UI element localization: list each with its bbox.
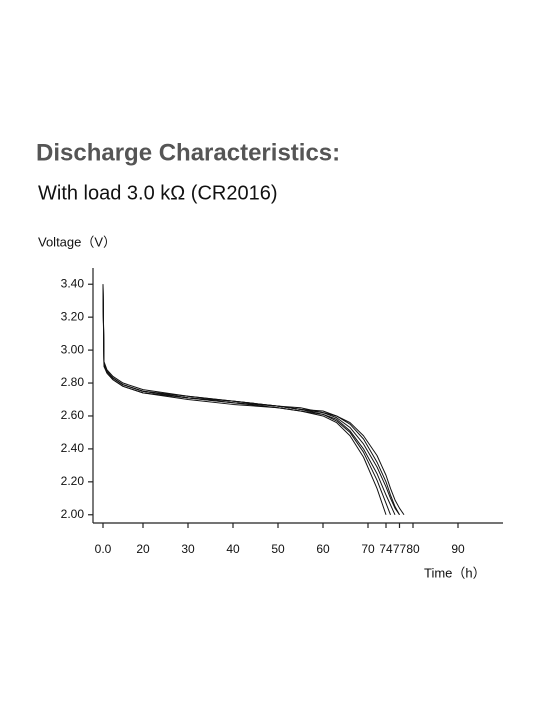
x-tick-label: 40 <box>226 542 240 556</box>
y-tick-label: 3.20 <box>61 309 85 323</box>
y-tick-label: 2.80 <box>61 375 85 389</box>
y-tick-label: 2.40 <box>61 441 85 455</box>
discharge-curve <box>102 287 391 515</box>
x-tick-label: 70 <box>361 542 375 556</box>
chart-title: Discharge Characteristics: <box>36 139 340 166</box>
discharge-curve <box>102 289 405 516</box>
y-axis-label: Voltage（V） <box>38 234 116 249</box>
x-tick-label: 50 <box>271 542 285 556</box>
chart-subtitle: With load 3.0 kΩ (CR2016) <box>38 182 278 204</box>
y-tick-label: 3.00 <box>61 342 85 356</box>
x-tick-label: 90 <box>451 542 465 556</box>
y-tick-label: 2.00 <box>61 507 85 521</box>
y-tick-label: 2.60 <box>61 408 85 422</box>
x-tick-label: 20 <box>136 542 150 556</box>
y-tick-label: 2.20 <box>61 474 85 488</box>
x-tick-label: 60 <box>316 542 330 556</box>
x-tick-label: 77 <box>393 542 407 556</box>
discharge-curve <box>102 284 387 515</box>
x-tick-label: 74 <box>379 542 393 556</box>
discharge-curve <box>102 285 396 515</box>
x-tick-label: 30 <box>181 542 195 556</box>
discharge-curve <box>102 284 400 516</box>
x-axis-label: Time（h） <box>424 565 486 580</box>
x-tick-label: 80 <box>406 542 420 556</box>
x-tick-label: 0.0 <box>95 542 112 556</box>
y-tick-label: 3.40 <box>61 276 85 290</box>
